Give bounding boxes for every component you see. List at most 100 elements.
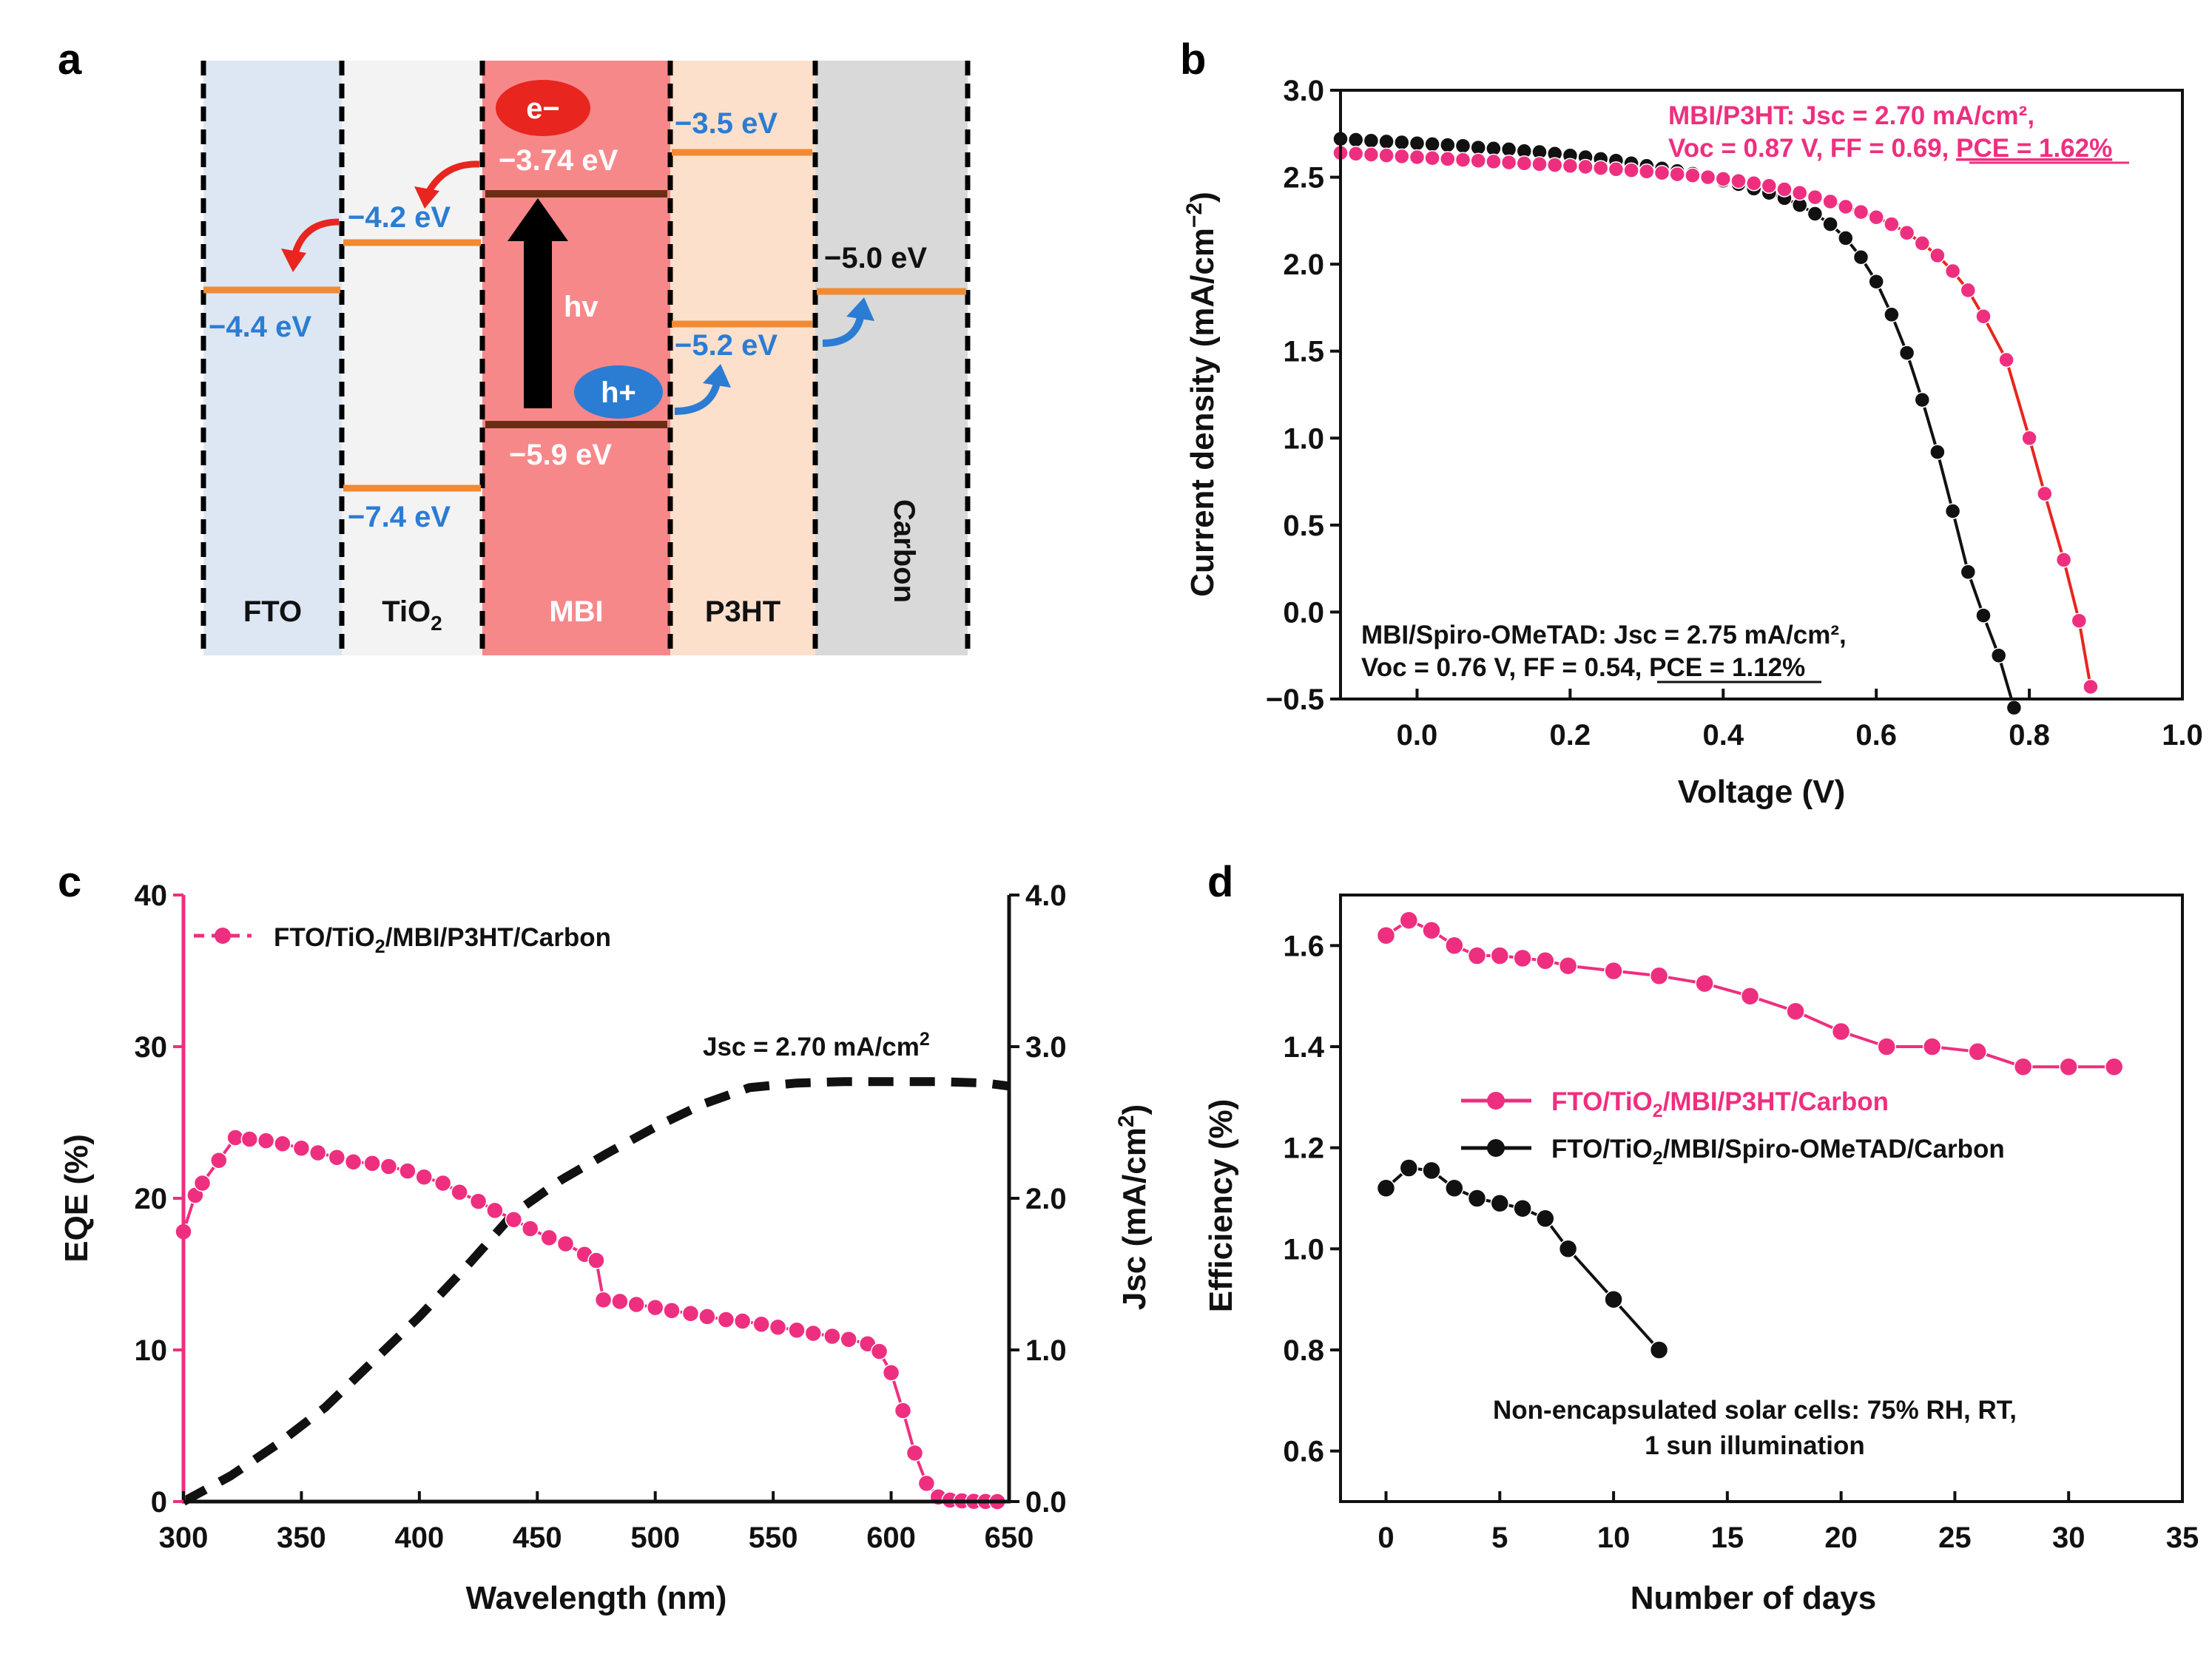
jv-x-tick-label: 0.4 bbox=[1702, 719, 1744, 752]
stability-x-tick-label: 30 bbox=[2052, 1522, 2085, 1554]
hole-transfer-arrow-1 bbox=[674, 379, 721, 415]
photon-arrow-head bbox=[508, 198, 568, 241]
jv-p3ht-point bbox=[1761, 178, 1778, 195]
jv-spiro-point bbox=[1394, 134, 1410, 151]
stability-x-tick-label: 0 bbox=[1378, 1522, 1394, 1554]
jv-spiro-point bbox=[1454, 138, 1471, 154]
stability-p3ht-point bbox=[1786, 1002, 1805, 1021]
eqe-x-tick-label: 600 bbox=[866, 1522, 916, 1554]
eqe-series-point bbox=[240, 1130, 259, 1148]
jv-y-tick-label: −0.5 bbox=[1266, 683, 1324, 716]
layer-label-fto: FTO bbox=[243, 595, 302, 628]
stability-p3ht-point bbox=[1922, 1037, 1942, 1056]
jv-y-tick-label: 1.5 bbox=[1283, 336, 1324, 368]
eqe-series-point bbox=[681, 1305, 700, 1323]
eqe-jsc-annotation: Jsc = 2.70 mA/cm2 bbox=[703, 1029, 930, 1061]
stability-p3ht-point bbox=[1968, 1042, 1987, 1061]
jv-p3ht-point bbox=[1914, 235, 1931, 251]
eqe-series-point bbox=[804, 1324, 823, 1343]
jv-p3ht-point bbox=[1424, 149, 1440, 166]
hole-transfer-arrow-2 bbox=[822, 313, 865, 347]
panel-label-d: d bbox=[1207, 858, 1233, 906]
eqe-series-point bbox=[486, 1201, 504, 1220]
eqe-left-tick-label: 10 bbox=[135, 1334, 168, 1367]
eqe-series-point bbox=[870, 1343, 888, 1360]
eqe-right-axis-label: Jsc (mA/cm2) bbox=[1114, 1104, 1153, 1310]
stability-y-tick-label: 1.0 bbox=[1283, 1233, 1324, 1266]
hole-transfer-arrowhead-2 bbox=[846, 297, 874, 321]
eqe-series-point bbox=[415, 1168, 433, 1186]
eqe-series-point bbox=[698, 1308, 716, 1326]
eqe-series-point bbox=[882, 1364, 900, 1382]
electron-transfer-arrowhead-1 bbox=[414, 186, 439, 209]
p3ht-lumo-label: −3.5 eV bbox=[675, 107, 778, 140]
stability-p3ht-point bbox=[1740, 986, 1760, 1006]
jv-p3ht-point bbox=[1378, 147, 1395, 163]
jv-y-tick-label: 3.0 bbox=[1283, 75, 1324, 107]
eqe-series-point bbox=[521, 1220, 539, 1238]
eqe-series-point bbox=[328, 1148, 346, 1166]
jv-p3ht-point bbox=[1745, 175, 1762, 192]
panel-label-b: b bbox=[1180, 36, 1206, 84]
eqe-series-point bbox=[556, 1235, 575, 1253]
eqe-series-point bbox=[308, 1144, 327, 1162]
stability-chart: 0 5 10 15 20 25 30 35 0.6 0.8 1.0 1.2 1.4 1.6 Number … bbox=[1203, 894, 2199, 1616]
eqe-series-point bbox=[451, 1184, 468, 1201]
jv-spiro-point bbox=[1975, 607, 1992, 624]
layer-label-p3ht: P3HT bbox=[705, 595, 780, 628]
photon-label: hv bbox=[564, 291, 598, 323]
eqe-right-tick-label: 0.0 bbox=[1025, 1486, 1067, 1519]
spiro-result-line2: Voc = 0.76 V, FF = 0.54, PCE = 1.12% bbox=[1361, 653, 1805, 682]
stability-spiro-point bbox=[1649, 1340, 1669, 1360]
layer-p3ht-band bbox=[670, 61, 815, 655]
stability-p3ht-point bbox=[1604, 961, 1623, 981]
jv-spiro-point bbox=[2006, 700, 2023, 716]
eqe-series-point bbox=[717, 1311, 735, 1328]
eqe-x-axis-label: Wavelength (nm) bbox=[466, 1580, 727, 1616]
jv-p3ht-point bbox=[1608, 161, 1625, 178]
panel-label-c: c bbox=[58, 858, 81, 906]
jv-p3ht-point bbox=[1868, 209, 1884, 226]
jv-p3ht-point bbox=[1653, 164, 1670, 181]
jv-p3ht-point bbox=[1409, 149, 1426, 166]
jv-p3ht-point bbox=[1838, 198, 1854, 215]
mbi-lumo-label: −3.74 eV bbox=[499, 144, 618, 177]
eqe-left-tick-label: 20 bbox=[135, 1183, 168, 1215]
eqe-series-point bbox=[210, 1152, 228, 1169]
eqe-series-point bbox=[917, 1474, 936, 1493]
eqe-series-point bbox=[906, 1444, 924, 1462]
stability-legend-marker-spiro bbox=[1487, 1139, 1505, 1157]
eqe-right-tick-label: 1.0 bbox=[1025, 1334, 1067, 1367]
jv-y-tick-label: 2.0 bbox=[1283, 249, 1324, 281]
stability-x-tick-label: 20 bbox=[1824, 1522, 1858, 1554]
jv-p3ht-point bbox=[1440, 151, 1456, 167]
jv-spiro-point bbox=[1914, 391, 1931, 408]
eqe-x-tick-label: 500 bbox=[630, 1522, 680, 1554]
jv-x-tick-label: 1.0 bbox=[2162, 719, 2203, 752]
stability-y-tick-label: 1.2 bbox=[1283, 1132, 1324, 1165]
jv-p3ht-point bbox=[1347, 146, 1364, 162]
layer-mbi-band bbox=[482, 61, 670, 655]
jv-spiro-point bbox=[1838, 230, 1854, 246]
stability-spiro-line bbox=[1385, 1166, 1661, 1351]
stability-p3ht-point bbox=[2104, 1057, 2124, 1077]
layer-fto-band bbox=[203, 61, 342, 655]
eqe-series-point bbox=[594, 1291, 613, 1309]
electron-label: e− bbox=[526, 92, 560, 125]
jv-spiro-point bbox=[1944, 503, 1961, 519]
stability-p3ht-point bbox=[1695, 973, 1714, 993]
hole-marker bbox=[574, 365, 663, 419]
jv-x-tick-label: 0.2 bbox=[1550, 719, 1591, 752]
jv-spiro-point bbox=[1424, 136, 1440, 152]
eqe-series-point bbox=[587, 1252, 605, 1269]
stability-p3ht-point bbox=[1422, 921, 1441, 940]
jv-p3ht-point bbox=[1929, 247, 1946, 264]
stability-y-tick-label: 0.6 bbox=[1283, 1436, 1324, 1468]
eqe-series-point bbox=[292, 1139, 311, 1158]
jv-p3ht-point bbox=[1546, 157, 1563, 173]
jv-p3ht-point bbox=[1852, 203, 1869, 220]
jv-spiro-point bbox=[1378, 133, 1395, 150]
electron-transfer-arrowhead-2 bbox=[281, 249, 306, 272]
eqe-series-point bbox=[434, 1174, 452, 1192]
p3ht-result-line2: Voc = 0.87 V, FF = 0.69, PCE = 1.62% bbox=[1668, 134, 2112, 163]
